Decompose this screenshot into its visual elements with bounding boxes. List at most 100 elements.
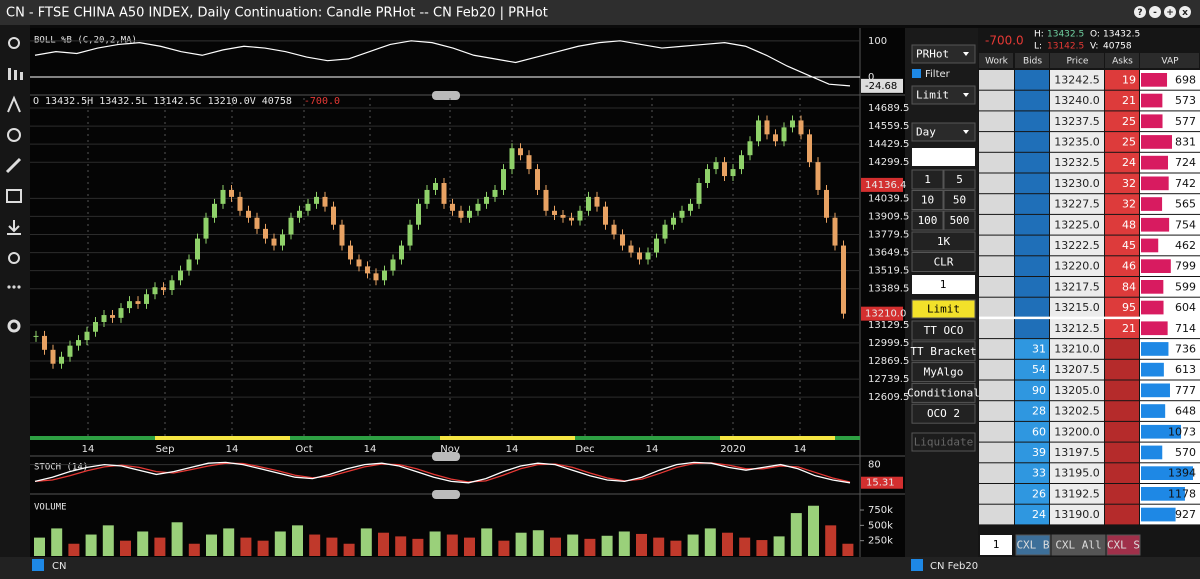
ladder-qty-input[interactable] xyxy=(980,535,1012,555)
ask-cell[interactable] xyxy=(1105,380,1139,401)
ask-cell[interactable] xyxy=(1105,256,1139,276)
window-button[interactable] xyxy=(1164,6,1176,18)
crosshair-icon[interactable] xyxy=(8,252,20,264)
filter-checkbox[interactable] xyxy=(912,69,921,78)
qty-button[interactable] xyxy=(911,252,976,272)
qty-button-label[interactable]: 5 xyxy=(956,173,963,186)
qty-button[interactable] xyxy=(911,231,976,252)
search-icon[interactable] xyxy=(8,37,20,49)
window-button-label[interactable]: ? xyxy=(1137,8,1142,18)
work-cell[interactable] xyxy=(979,152,1014,173)
bid-cell[interactable] xyxy=(1015,70,1049,90)
cancel-button-label[interactable]: CXL B xyxy=(1016,539,1049,552)
account-select[interactable] xyxy=(911,44,976,64)
work-cell[interactable] xyxy=(979,70,1014,90)
pane-handle[interactable] xyxy=(432,452,460,461)
work-cell[interactable] xyxy=(979,235,1014,256)
ask-cell[interactable] xyxy=(1105,297,1139,318)
bid-cell[interactable] xyxy=(1015,318,1049,339)
work-cell[interactable] xyxy=(979,442,1014,463)
ask-cell[interactable] xyxy=(1105,463,1139,483)
bid-cell[interactable] xyxy=(1015,339,1049,359)
work-cell[interactable] xyxy=(979,90,1014,111)
ladder-qty-value[interactable]: 1 xyxy=(993,538,1000,551)
work-cell[interactable] xyxy=(979,359,1014,380)
pane-handle[interactable] xyxy=(432,490,460,499)
bid-cell[interactable] xyxy=(1015,277,1049,297)
pane-handle[interactable] xyxy=(432,91,460,100)
work-cell[interactable] xyxy=(979,214,1014,235)
order-button[interactable] xyxy=(911,382,976,403)
order-button-label[interactable]: TT OCO xyxy=(924,324,964,337)
ask-cell[interactable] xyxy=(1105,152,1139,173)
qty-button-label[interactable]: CLR xyxy=(934,256,954,269)
window-button-label[interactable]: + xyxy=(1166,8,1174,18)
qty-input-value[interactable]: 1 xyxy=(940,278,947,291)
bid-cell[interactable] xyxy=(1015,214,1049,235)
ask-cell[interactable] xyxy=(1105,132,1139,152)
qty-button[interactable] xyxy=(911,210,944,231)
ask-cell[interactable] xyxy=(1105,484,1139,504)
layout-icon[interactable] xyxy=(6,189,22,203)
order-button[interactable] xyxy=(911,320,976,341)
cancel-button[interactable] xyxy=(1106,534,1141,556)
ask-cell[interactable] xyxy=(1105,214,1139,235)
ask-cell[interactable] xyxy=(1105,173,1139,194)
work-cell[interactable] xyxy=(979,339,1014,359)
pen-icon[interactable] xyxy=(5,157,22,174)
liquidate-button[interactable] xyxy=(911,432,976,452)
order-button[interactable] xyxy=(911,362,976,383)
cancel-button-label[interactable]: CXL S xyxy=(1107,539,1140,552)
work-cell[interactable] xyxy=(979,256,1014,276)
ask-cell[interactable] xyxy=(1105,90,1139,111)
ask-cell[interactable] xyxy=(1105,235,1139,256)
ask-cell[interactable] xyxy=(1105,421,1139,442)
bid-cell[interactable] xyxy=(1015,173,1049,194)
tif-select-label[interactable]: Day xyxy=(916,126,936,139)
bid-cell[interactable] xyxy=(1015,297,1049,318)
download-icon[interactable] xyxy=(7,220,21,235)
order-button-label[interactable]: TT Bracket xyxy=(910,345,976,358)
account-select-label[interactable]: PRHot xyxy=(916,48,949,61)
ask-cell[interactable] xyxy=(1105,504,1139,525)
order-type-select[interactable] xyxy=(911,85,976,105)
work-cell[interactable] xyxy=(979,421,1014,442)
submit-button-label[interactable]: Limit xyxy=(927,303,960,316)
work-cell[interactable] xyxy=(979,111,1014,132)
bid-cell[interactable] xyxy=(1015,235,1049,256)
bid-cell[interactable] xyxy=(1015,132,1049,152)
bid-cell[interactable] xyxy=(1015,90,1049,111)
qty-button[interactable] xyxy=(911,190,944,210)
order-button-label[interactable]: MyAlgo xyxy=(924,366,964,379)
work-cell[interactable] xyxy=(979,401,1014,421)
cancel-button[interactable] xyxy=(1051,534,1106,556)
bid-cell[interactable] xyxy=(1015,421,1049,442)
liquidate-button-label[interactable]: Liquidate xyxy=(914,436,974,449)
window-button[interactable] xyxy=(1149,6,1161,18)
ask-cell[interactable] xyxy=(1105,194,1139,214)
add-tab[interactable] xyxy=(911,559,923,571)
clock-icon[interactable] xyxy=(7,128,21,142)
work-cell[interactable] xyxy=(979,297,1014,318)
qty-button-label[interactable]: 10 xyxy=(921,194,934,207)
order-button[interactable] xyxy=(911,341,976,362)
bid-cell[interactable] xyxy=(1015,463,1049,483)
bid-cell[interactable] xyxy=(1015,484,1049,504)
tab[interactable]: CN xyxy=(52,561,66,572)
qty-button-label[interactable]: 1 xyxy=(924,173,931,186)
qty-button-label[interactable]: 50 xyxy=(953,194,966,207)
work-cell[interactable] xyxy=(979,463,1014,483)
bid-cell[interactable] xyxy=(1015,401,1049,421)
bid-cell[interactable] xyxy=(1015,194,1049,214)
window-button[interactable] xyxy=(1179,6,1191,18)
bid-cell[interactable] xyxy=(1015,359,1049,380)
qty-button[interactable] xyxy=(943,210,976,231)
work-cell[interactable] xyxy=(979,484,1014,504)
candle-icon[interactable] xyxy=(8,68,11,80)
tab[interactable]: CN Feb20 xyxy=(930,561,978,572)
work-cell[interactable] xyxy=(979,194,1014,214)
ask-cell[interactable] xyxy=(1105,401,1139,421)
cancel-button-label[interactable]: CXL All xyxy=(1055,539,1101,552)
bid-cell[interactable] xyxy=(1015,256,1049,276)
ask-cell[interactable] xyxy=(1105,442,1139,463)
